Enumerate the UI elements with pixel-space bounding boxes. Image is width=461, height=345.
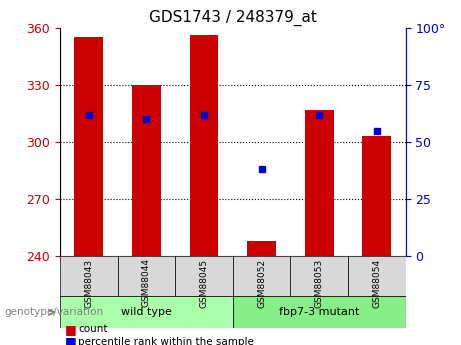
Text: percentile rank within the sample: percentile rank within the sample [78,337,254,345]
FancyBboxPatch shape [233,256,290,296]
Text: ■: ■ [65,335,76,345]
Text: genotype/variation: genotype/variation [5,307,104,317]
FancyBboxPatch shape [290,256,348,296]
FancyBboxPatch shape [175,256,233,296]
Text: count: count [78,325,108,334]
Title: GDS1743 / 248379_at: GDS1743 / 248379_at [149,10,317,26]
Text: GSM88052: GSM88052 [257,258,266,307]
FancyBboxPatch shape [60,296,233,328]
Text: ■: ■ [65,323,76,336]
Bar [74,37,103,256]
FancyBboxPatch shape [118,256,175,296]
Bar [247,241,276,256]
Bar [132,85,161,256]
Text: wild type: wild type [121,307,172,317]
FancyBboxPatch shape [233,296,406,328]
Text: GSM88043: GSM88043 [84,258,93,307]
Bar [189,35,219,256]
Text: GSM88045: GSM88045 [200,258,208,307]
Text: GSM88053: GSM88053 [315,258,324,308]
Text: GSM88054: GSM88054 [372,258,381,307]
FancyBboxPatch shape [348,256,406,296]
Text: GSM88044: GSM88044 [142,258,151,307]
Bar [305,110,334,256]
Bar [362,136,391,256]
Text: fbp7-3 mutant: fbp7-3 mutant [279,307,360,317]
FancyBboxPatch shape [60,256,118,296]
